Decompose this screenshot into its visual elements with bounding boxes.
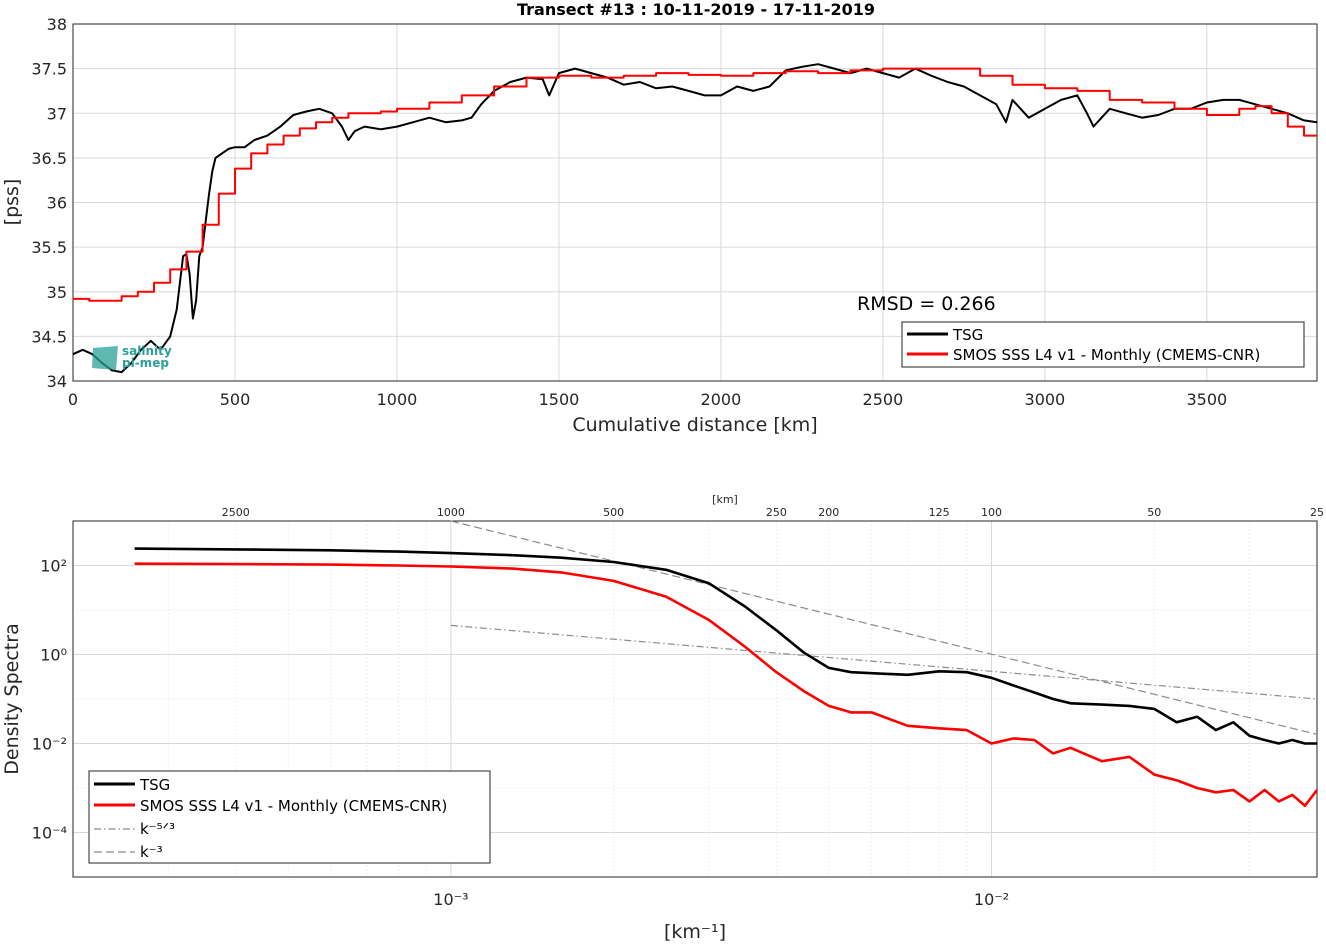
- y-tick-label: 10⁻²: [32, 735, 67, 754]
- top-tick-label: 100: [981, 506, 1002, 519]
- legend-label-k53: k⁻⁵ᐟ³: [140, 820, 175, 838]
- x-tick-label: 3500: [1186, 390, 1227, 409]
- x-tick-label: 3000: [1025, 390, 1066, 409]
- logo-icon: [92, 346, 118, 370]
- legend-label-smos: SMOS SSS L4 v1 - Monthly (CMEMS-CNR): [953, 346, 1260, 364]
- x-tick-label: 500: [220, 390, 251, 409]
- legend-label-tsg: TSG: [952, 326, 983, 344]
- top-tick-label: 25: [1310, 506, 1324, 519]
- x-tick-label: 2000: [701, 390, 742, 409]
- y-tick-label: 37.5: [31, 60, 67, 79]
- x-axis-label: Cumulative distance [km]: [572, 414, 817, 436]
- top-legend: TSG SMOS SSS L4 v1 - Monthly (CMEMS-CNR): [901, 321, 1305, 368]
- logo-line-1: salinity: [122, 344, 172, 358]
- smos-series-line: [73, 67, 1317, 302]
- top-tick-label: 250: [766, 506, 787, 519]
- y-tick-label: 10⁻⁴: [32, 824, 67, 843]
- top-tick-label: 50: [1147, 506, 1161, 519]
- transect-salinity-panel: Transect #13 : 10-11-2019 - 17-11-2019 0…: [1, 0, 1318, 436]
- density-spectra-panel: 10⁻³ 10⁻² 10⁻⁴ 10⁻² 10⁰ 10² 2500 1000 500 250 200 1…: [1, 493, 1324, 943]
- y-tick-label: 37: [47, 104, 67, 123]
- legend-label-k3: k⁻³: [140, 843, 163, 861]
- bottom-legend: TSG SMOS SSS L4 v1 - Monthly (CMEMS-CNR)…: [88, 770, 491, 864]
- legend-box: [88, 770, 491, 864]
- legend-label-tsg: TSG: [139, 776, 170, 794]
- logo-line-2: pi-mep: [122, 356, 169, 370]
- x-tick-label: 1000: [377, 390, 418, 409]
- x-axis-label: [km⁻¹]: [664, 921, 726, 942]
- y-tick-label: 35: [47, 283, 67, 302]
- rmsd-annotation: RMSD = 0.266: [857, 293, 996, 315]
- top-tick-label: 2500: [222, 506, 250, 519]
- legend-box: [901, 321, 1305, 368]
- y-tick-label: 10²: [40, 557, 67, 576]
- y-axis-label: [pss]: [1, 179, 23, 226]
- salinity-pi-mep-logo: salinity pi-mep: [92, 344, 172, 370]
- y-tick-label: 36.5: [31, 149, 67, 168]
- x-tick-label: 2500: [863, 390, 904, 409]
- y-tick-label: 38: [47, 15, 67, 34]
- smos-spectrum-line: [134, 562, 1319, 807]
- k-5-3-reference-line: [450, 624, 1318, 700]
- legend-label-smos: SMOS SSS L4 v1 - Monthly (CMEMS-CNR): [140, 797, 447, 815]
- y-axis-label: Density Spectra: [1, 623, 23, 774]
- y-tick-label: 34: [47, 372, 67, 391]
- chart-title: Transect #13 : 10-11-2019 - 17-11-2019: [517, 0, 875, 19]
- k-3-reference-line: [450, 520, 1318, 735]
- y-tick-label: 36: [47, 194, 67, 213]
- top-tick-label: 1000: [437, 506, 465, 519]
- tsg-spectrum-line: [134, 547, 1317, 745]
- x-tick-label: 10⁻³: [433, 890, 468, 909]
- y-tick-label: 34.5: [31, 327, 67, 346]
- plot-area-frame: [72, 23, 1318, 382]
- top-axis-label: [km]: [712, 493, 738, 506]
- x-tick-label: 10⁻²: [974, 890, 1009, 909]
- x-tick-label: 0: [68, 390, 78, 409]
- plot-area-frame: [72, 520, 1318, 878]
- y-tick-label: 10⁰: [40, 646, 67, 665]
- top-tick-label: 200: [818, 506, 839, 519]
- top-tick-label: 500: [603, 506, 624, 519]
- y-tick-label: 35.5: [31, 238, 67, 257]
- top-tick-label: 125: [929, 506, 950, 519]
- x-tick-label: 1500: [539, 390, 580, 409]
- tsg-series-line: [72, 63, 1318, 374]
